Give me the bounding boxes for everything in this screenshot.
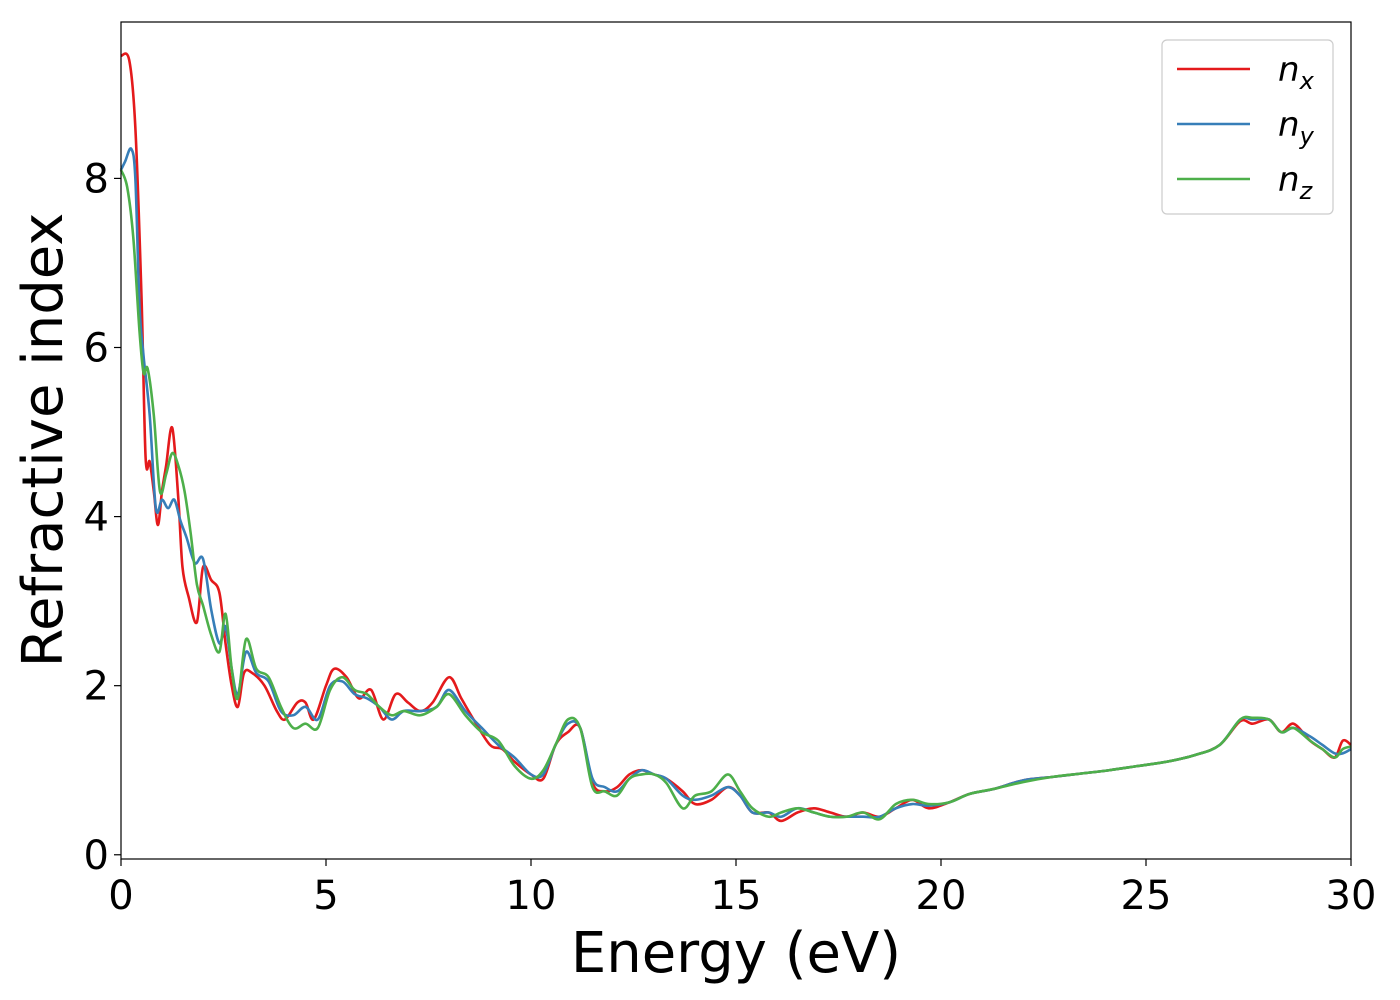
y-axis-title: Refractive index xyxy=(11,213,76,668)
legend-label-main: n xyxy=(1278,105,1300,145)
legend-label-subscript: x xyxy=(1299,67,1315,95)
y-tick-label: 8 xyxy=(84,156,109,202)
y-tick-label: 2 xyxy=(84,664,109,710)
series-line-z xyxy=(119,169,1352,821)
series-layer xyxy=(119,52,1352,823)
legend-label-main: n xyxy=(1278,50,1300,90)
legend-box xyxy=(1161,39,1334,215)
x-tick-label: 0 xyxy=(108,873,133,919)
x-tick-label: 15 xyxy=(711,873,762,919)
x-tick-label: 25 xyxy=(1121,873,1172,919)
x-tick-label: 10 xyxy=(506,873,557,919)
legend-label-y: ny xyxy=(1278,105,1315,150)
legend-label-x: nx xyxy=(1278,50,1315,95)
x-axis-title: Energy (eV) xyxy=(571,921,901,986)
y-axis: 0 2 4 6 8 xyxy=(84,156,121,879)
legend-label-main: n xyxy=(1278,160,1300,200)
legend-label-z: nz xyxy=(1278,160,1314,205)
legend-label-subscript: y xyxy=(1299,122,1315,150)
y-tick-label: 0 xyxy=(84,833,109,879)
legend-label-subscript: z xyxy=(1299,177,1314,205)
y-tick-label: 6 xyxy=(84,326,109,372)
x-tick-label: 30 xyxy=(1326,873,1377,919)
x-axis: 0 5 10 15 20 25 30 xyxy=(108,859,1376,919)
x-tick-label: 20 xyxy=(916,873,967,919)
y-tick-label: 4 xyxy=(84,495,109,541)
x-tick-label: 5 xyxy=(313,873,338,919)
series-line-y xyxy=(119,147,1352,819)
